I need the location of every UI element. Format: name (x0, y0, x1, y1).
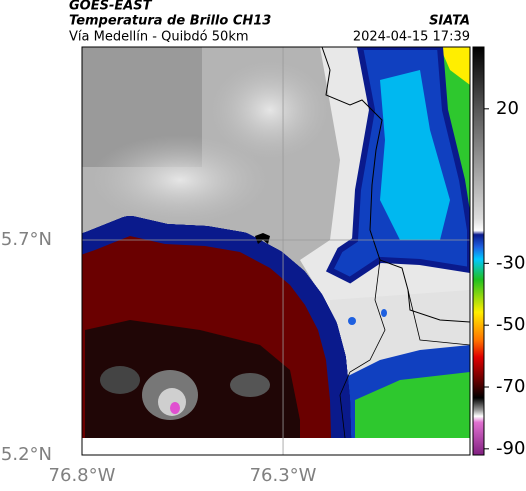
colorbar-tick-label: -50 (496, 314, 525, 335)
location-marker (255, 233, 270, 244)
title: GOES-EAST (69, 0, 153, 14)
subtitle: Temperatura de Brillo CH13 (69, 14, 271, 29)
colorbar (472, 46, 485, 456)
y-tick-label: 5.2°N (1, 444, 52, 465)
datetime: 2024-04-15 17:39 (353, 30, 470, 45)
source: SIATA (429, 14, 470, 29)
y-tick-label: 5.7°N (1, 229, 52, 250)
colorbar-tick-label: -90 (496, 438, 525, 459)
colorbar-tick-label: -70 (496, 376, 525, 397)
map-frame (81, 46, 471, 456)
satellite-image (82, 47, 470, 438)
x-tick-label: 76.3°W (250, 465, 317, 486)
location: Vía Medellín - Quibdó 50km (69, 30, 249, 45)
x-tick-label: 76.8°W (49, 465, 116, 486)
colorbar-tick-label: -30 (496, 252, 525, 273)
colorbar-tick-label: 20 (496, 98, 519, 119)
